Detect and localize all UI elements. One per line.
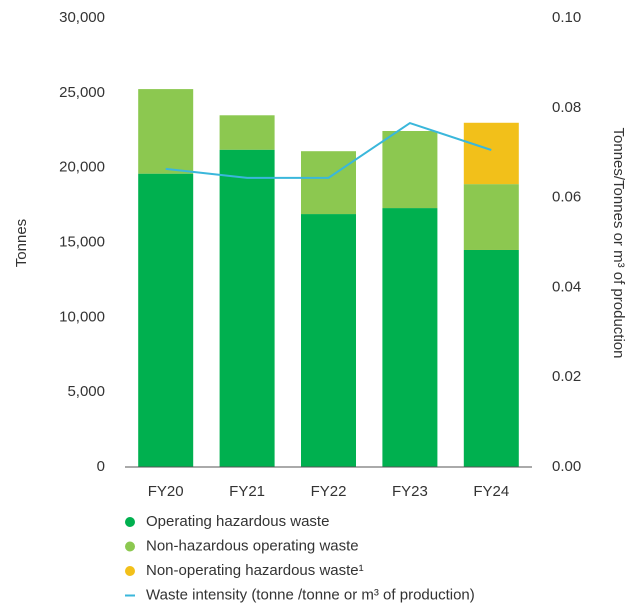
- y-tick-label: 25,000: [59, 84, 105, 101]
- y2-tick-label: 0.08: [552, 99, 581, 116]
- bar-segment: [382, 208, 438, 467]
- legend-label: Operating hazardous waste: [146, 513, 329, 530]
- y-tick-label: 15,000: [59, 233, 105, 250]
- bar-segment: [463, 249, 519, 467]
- x-tick-label: FY23: [392, 483, 428, 500]
- x-tick-label: FY21: [229, 483, 265, 500]
- y-tick-label: 0: [97, 458, 105, 475]
- x-tick-label: FY22: [311, 483, 347, 500]
- bar-segment: [382, 130, 438, 209]
- bar-segment: [219, 115, 275, 150]
- bar-segment: [463, 184, 519, 250]
- bar-segment: [138, 173, 194, 468]
- legend-marker: [125, 541, 135, 552]
- legend-marker: [125, 517, 135, 527]
- x-tick-label: FY20: [148, 483, 184, 500]
- line-series: [165, 121, 492, 179]
- legend-marker: [125, 566, 135, 576]
- y-tick-label: 10,000: [59, 308, 105, 325]
- y-tick-label: 5,000: [67, 383, 105, 400]
- y2-tick-label: 0.00: [552, 458, 581, 475]
- y-tick-label: 20,000: [59, 159, 105, 176]
- bar-segment: [219, 149, 275, 467]
- y-tick-label: 30,000: [59, 9, 105, 26]
- y-axis-title: Tonnes: [13, 219, 30, 267]
- y2-tick-label: 0.10: [552, 9, 581, 26]
- bar-segment: [301, 214, 356, 467]
- y2-tick-label: 0.04: [552, 278, 581, 295]
- x-tick-label: FY24: [473, 483, 509, 500]
- y2-axis-title: Tonnes/Tonnes or m³ of production: [610, 128, 627, 359]
- bar-segment: [463, 122, 519, 185]
- legend-label: Waste intensity (tonne /tonne or m³ of p…: [146, 586, 475, 603]
- y2-tick-label: 0.02: [552, 368, 581, 385]
- y2-tick-label: 0.06: [552, 189, 581, 206]
- bar-segment: [138, 89, 194, 174]
- legend-label: Non-operating hazardous waste¹: [146, 562, 364, 579]
- bar-segment: [301, 151, 356, 215]
- legend-label: Non-hazardous operating waste: [146, 537, 359, 554]
